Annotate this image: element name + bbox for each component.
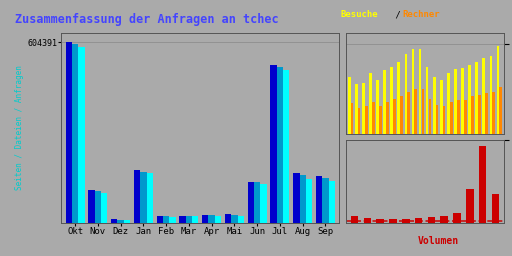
Bar xyxy=(364,218,371,223)
Bar xyxy=(408,92,410,134)
Bar xyxy=(157,216,163,223)
Bar xyxy=(329,181,335,223)
Text: Besuche: Besuche xyxy=(340,10,378,19)
Bar xyxy=(464,100,467,134)
Bar xyxy=(389,219,397,223)
Bar xyxy=(489,56,492,134)
Bar xyxy=(351,103,353,134)
Bar xyxy=(429,99,431,134)
Bar xyxy=(101,193,108,223)
Bar xyxy=(397,62,400,134)
Bar xyxy=(78,47,84,223)
Bar xyxy=(443,106,445,134)
Bar xyxy=(404,54,407,134)
Bar xyxy=(440,216,448,223)
Bar xyxy=(379,106,382,134)
Bar xyxy=(365,106,368,134)
Bar xyxy=(419,49,421,134)
Bar xyxy=(66,42,72,223)
Bar xyxy=(492,194,499,223)
Bar xyxy=(482,58,485,134)
Bar xyxy=(393,99,396,134)
Bar xyxy=(238,216,244,223)
Text: Rechner: Rechner xyxy=(402,10,439,19)
Bar xyxy=(215,216,221,223)
Bar xyxy=(146,174,153,223)
Bar xyxy=(169,217,176,223)
Bar xyxy=(140,172,146,223)
Bar xyxy=(412,49,414,134)
Text: /: / xyxy=(390,10,406,19)
Bar xyxy=(499,87,502,134)
Bar xyxy=(400,96,403,134)
Bar xyxy=(362,83,365,134)
Bar xyxy=(475,62,478,134)
Bar xyxy=(88,190,95,223)
Bar xyxy=(426,67,429,134)
Bar xyxy=(134,170,140,223)
Bar xyxy=(225,214,231,223)
Bar xyxy=(447,72,450,134)
Bar xyxy=(208,215,215,223)
Bar xyxy=(358,108,360,134)
Bar xyxy=(383,70,386,134)
Bar xyxy=(163,216,169,223)
Bar xyxy=(479,146,486,223)
Bar xyxy=(72,44,78,223)
Bar xyxy=(414,89,417,134)
Bar xyxy=(415,218,422,223)
Bar xyxy=(428,217,435,223)
Bar xyxy=(316,176,322,223)
Text: Zusammenfassung der Anfragen an tchec: Zusammenfassung der Anfragen an tchec xyxy=(15,13,279,26)
Bar xyxy=(293,174,300,223)
Bar xyxy=(348,77,351,134)
Bar xyxy=(355,84,357,134)
Bar xyxy=(402,219,410,223)
Bar xyxy=(95,191,101,223)
Bar xyxy=(231,215,238,223)
Bar xyxy=(202,215,208,223)
Bar xyxy=(497,46,499,134)
Bar xyxy=(372,102,375,134)
Bar xyxy=(124,220,130,223)
Bar xyxy=(421,89,424,134)
Bar xyxy=(457,100,460,134)
Bar xyxy=(390,67,393,134)
Bar xyxy=(186,216,192,223)
Bar xyxy=(471,96,474,134)
Bar xyxy=(351,216,358,223)
Text: Volumen: Volumen xyxy=(417,236,458,246)
Bar xyxy=(433,77,436,134)
Bar xyxy=(440,80,442,134)
Bar xyxy=(277,68,283,223)
Bar xyxy=(466,189,474,223)
Bar xyxy=(376,80,379,134)
Bar xyxy=(283,70,289,223)
Bar xyxy=(450,102,453,134)
Bar xyxy=(306,179,312,223)
Bar xyxy=(192,217,199,223)
Bar xyxy=(179,216,186,223)
Bar xyxy=(493,92,495,134)
Bar xyxy=(436,105,438,134)
Bar xyxy=(453,213,461,223)
Bar xyxy=(461,68,464,134)
Bar xyxy=(270,65,277,223)
Y-axis label: Seiten / Dateien / Anfragen: Seiten / Dateien / Anfragen xyxy=(15,66,25,190)
Bar xyxy=(248,182,254,223)
Bar xyxy=(454,69,457,134)
Bar xyxy=(300,175,306,223)
Bar xyxy=(322,178,329,223)
Bar xyxy=(386,102,389,134)
Bar xyxy=(117,220,124,223)
Bar xyxy=(261,184,267,223)
Bar xyxy=(478,95,481,134)
Bar xyxy=(468,66,471,134)
Bar xyxy=(485,93,488,134)
Bar xyxy=(254,183,261,223)
Bar xyxy=(111,219,117,223)
Bar xyxy=(369,72,372,134)
Bar xyxy=(376,219,384,223)
